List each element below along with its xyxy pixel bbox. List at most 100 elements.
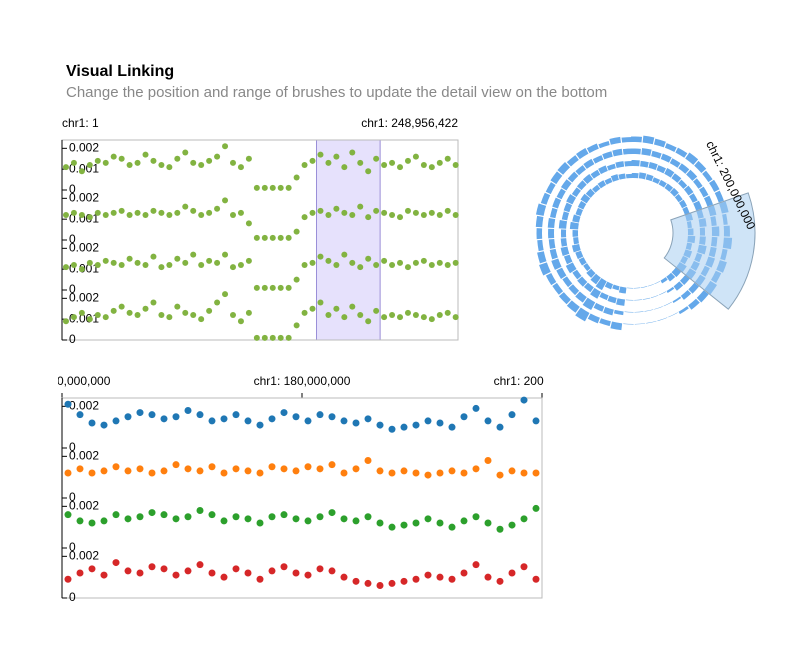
point <box>400 577 408 585</box>
radial-bar <box>561 211 570 221</box>
point <box>134 209 141 216</box>
y-tick-label: 0.002 <box>69 141 99 155</box>
radial-bar <box>664 143 677 152</box>
point <box>304 463 312 471</box>
y-tick-label: 0.001 <box>69 311 99 325</box>
point <box>134 259 141 266</box>
point <box>184 465 192 473</box>
radial-bar <box>672 296 682 303</box>
point <box>126 255 133 262</box>
point <box>232 411 240 419</box>
point <box>261 184 268 191</box>
radial-bar <box>537 239 544 252</box>
point <box>352 577 360 585</box>
point <box>452 162 459 168</box>
radial-bar <box>576 148 589 160</box>
point <box>208 511 216 519</box>
point <box>328 567 336 575</box>
radial-bar <box>678 163 690 174</box>
radial-bar <box>615 161 625 169</box>
point <box>484 417 492 425</box>
point <box>341 209 348 216</box>
point <box>388 425 396 433</box>
radial-bar <box>573 237 579 245</box>
point <box>357 264 364 271</box>
point <box>292 467 300 475</box>
radial-bar <box>572 269 582 280</box>
point <box>436 212 443 218</box>
point <box>110 209 117 216</box>
point <box>317 253 324 260</box>
point <box>237 209 244 216</box>
point <box>436 419 444 427</box>
radial-bar <box>627 287 634 289</box>
radial-bar <box>562 276 573 288</box>
radial-bar <box>658 291 667 296</box>
radial-bar <box>646 320 657 324</box>
point <box>436 259 443 266</box>
point <box>340 469 348 477</box>
radial-bar <box>582 297 596 311</box>
point <box>452 212 459 218</box>
point <box>472 561 480 569</box>
frame <box>61 139 459 341</box>
point <box>136 465 144 473</box>
point <box>208 417 216 425</box>
point <box>357 159 364 166</box>
point <box>436 159 443 166</box>
point <box>86 214 93 221</box>
point <box>208 463 216 471</box>
point <box>328 461 336 469</box>
point <box>268 513 276 521</box>
point <box>100 467 108 475</box>
point <box>206 307 213 314</box>
point <box>304 517 312 525</box>
point <box>174 303 181 310</box>
point <box>397 214 404 221</box>
radial-bar <box>595 278 607 291</box>
point <box>448 575 456 583</box>
point <box>86 316 93 323</box>
point <box>124 413 132 421</box>
point <box>340 515 348 523</box>
point <box>76 517 84 525</box>
point <box>428 262 435 268</box>
radial-bar <box>699 186 709 198</box>
point <box>293 276 300 283</box>
point <box>245 309 252 316</box>
point <box>102 159 109 166</box>
point <box>424 471 432 479</box>
y-tick-label: 0.002 <box>69 499 99 513</box>
point <box>301 162 308 168</box>
point <box>118 303 125 310</box>
point <box>269 284 276 291</box>
point <box>317 207 324 214</box>
frame <box>61 397 543 599</box>
point <box>237 262 244 268</box>
point <box>110 307 117 314</box>
point <box>301 214 308 221</box>
point <box>293 322 300 329</box>
point <box>424 515 432 523</box>
point <box>76 411 84 419</box>
radial-bar <box>587 313 600 324</box>
radial-bar <box>656 165 666 174</box>
radial-bar <box>648 162 658 170</box>
point <box>174 255 181 262</box>
radial-bar <box>599 292 609 301</box>
radial-bar <box>622 148 633 155</box>
radial-bar <box>641 148 652 156</box>
point <box>190 159 197 166</box>
radial-bar <box>651 150 662 159</box>
radial-bar <box>709 179 720 192</box>
radial-bar <box>571 187 581 197</box>
point <box>285 234 292 241</box>
point <box>220 517 228 525</box>
point <box>198 212 205 218</box>
radial-bar <box>664 183 674 192</box>
point <box>285 184 292 191</box>
point <box>389 212 396 218</box>
radial-bar <box>703 195 714 207</box>
y-tick-label: 0 <box>69 590 76 604</box>
point <box>198 262 205 268</box>
